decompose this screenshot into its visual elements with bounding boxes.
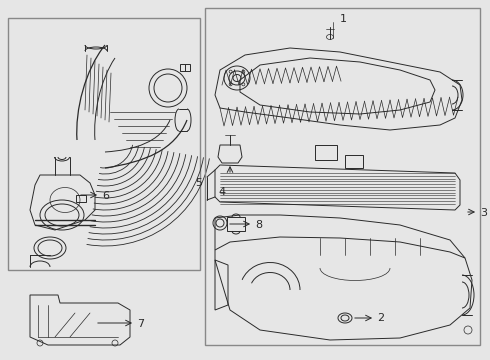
Text: 6: 6 xyxy=(102,191,109,201)
Bar xyxy=(227,217,245,231)
Bar xyxy=(205,8,480,345)
Text: 7: 7 xyxy=(137,319,144,329)
Text: 2: 2 xyxy=(377,313,384,323)
Text: 8: 8 xyxy=(255,220,262,230)
Text: 5: 5 xyxy=(195,178,202,188)
Bar xyxy=(345,155,363,168)
Bar xyxy=(76,195,86,202)
Bar xyxy=(315,145,337,160)
Bar xyxy=(180,64,190,71)
Text: 4: 4 xyxy=(218,187,225,197)
Bar xyxy=(8,18,200,270)
Text: 3: 3 xyxy=(480,208,487,218)
Text: 1: 1 xyxy=(340,14,347,24)
